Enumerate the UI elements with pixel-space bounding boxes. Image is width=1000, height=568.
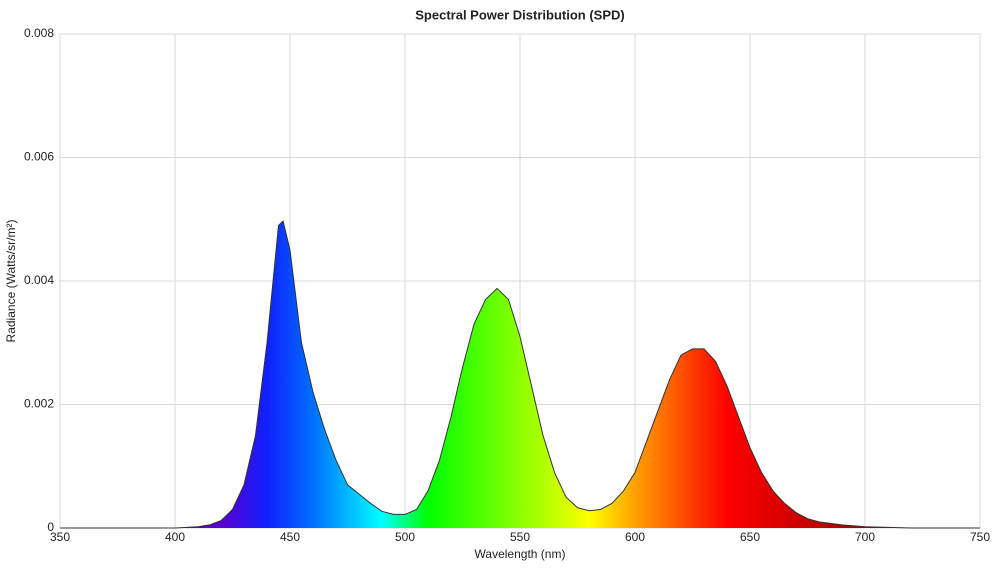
x-tick-label: 750 [970,530,990,544]
x-tick-label: 450 [280,530,300,544]
chart-title: Spectral Power Distribution (SPD) [415,7,624,22]
x-tick-label: 700 [855,530,875,544]
area-fill [60,221,980,529]
y-tick-label: 0.002 [24,397,54,411]
y-axis-label: Radiance (Watts/sr/m²) [4,220,18,343]
x-tick-label: 550 [510,530,530,544]
x-tick-label: 600 [625,530,645,544]
x-tick-label: 500 [395,530,415,544]
x-tick-label: 650 [740,530,760,544]
y-tick-label: 0 [47,520,54,534]
y-tick-label: 0.006 [24,150,54,164]
x-tick-label: 400 [165,530,185,544]
x-axis-label: Wavelength (nm) [475,547,566,561]
y-tick-label: 0.004 [24,273,54,287]
x-tick-label: 350 [50,530,70,544]
y-tick-label: 0.008 [24,26,54,40]
area-line [60,220,980,529]
